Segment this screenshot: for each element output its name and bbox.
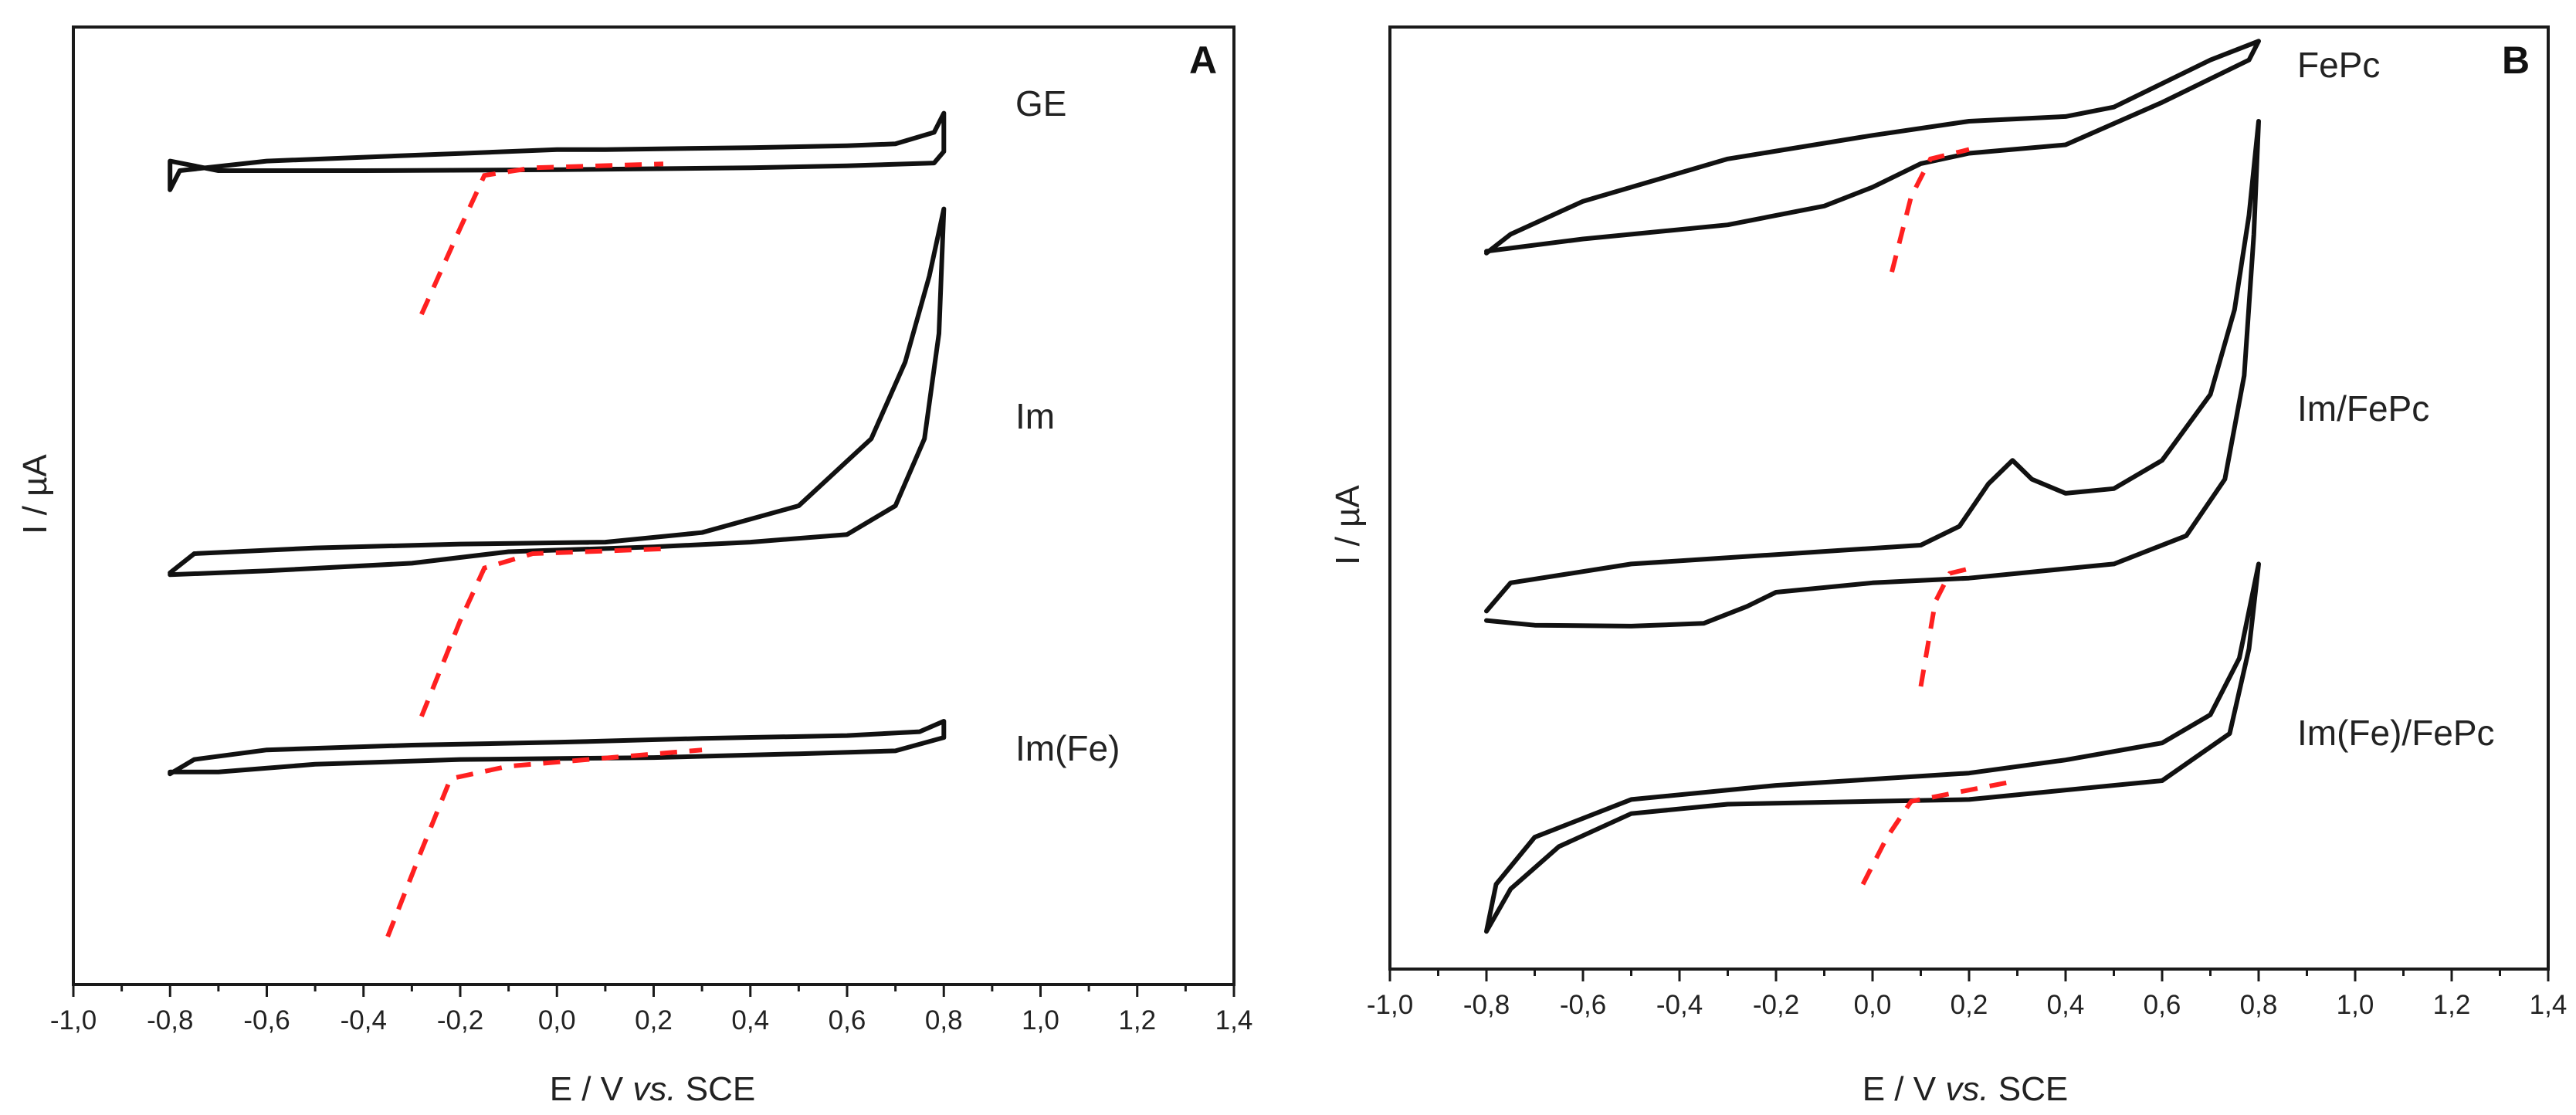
curve-label: Im	[1015, 396, 1055, 436]
x-tick-label: -0,2	[1753, 990, 1799, 1020]
x-tick-label: -0,6	[243, 1005, 290, 1035]
curve-label: Im(Fe)	[1015, 728, 1120, 768]
x-tick-label: 0,4	[2047, 990, 2085, 1020]
panel-b: -1,0 -0,8 -0,6 -0,4 -0,2 0,0 0,2 0,4 0,6 0,8 1,0 1,…	[1329, 25, 2568, 1108]
x-tick-label: 0,6	[829, 1005, 866, 1035]
x-tick-label: -0,4	[341, 1005, 387, 1035]
cv-curve-2	[168, 719, 947, 777]
curve-label: FePc	[2297, 45, 2380, 85]
x-tick-label: -0,2	[437, 1005, 483, 1035]
panel-label: A	[1189, 39, 1217, 82]
x-tick-label: 0,0	[538, 1005, 576, 1035]
panel-a: -1,0 -0,8 -0,6 -0,4 -0,2 0,0 0,2 0,4 0,6 0,8 1,0 1,…	[16, 25, 1253, 1108]
x-tick-label: 0,2	[1951, 990, 1988, 1020]
panel-label: B	[2502, 39, 2530, 82]
cv-curve-1	[168, 206, 947, 578]
x-tick-label: -1,0	[1367, 990, 1413, 1020]
cv-curve-0	[168, 110, 947, 192]
x-tick-label: 0,2	[635, 1005, 673, 1035]
cv-curve-0	[1484, 39, 2261, 256]
x-axis-label: E / V vs. SCE	[1863, 1070, 2069, 1108]
curve-label: GE	[1015, 83, 1066, 124]
y-axis-label: I / µA	[1329, 485, 1367, 565]
x-tick-label: -0,8	[147, 1005, 193, 1035]
x-tick-label: 0,8	[925, 1005, 963, 1035]
curve-label: Im(Fe)/FePc	[2297, 713, 2495, 753]
dashed-guide-2	[385, 747, 703, 938]
x-tick-label: 1,0	[2337, 990, 2374, 1020]
dashed-guide-1	[1918, 566, 1970, 687]
curve-label: Im/FePc	[2297, 388, 2429, 429]
x-tick-label: 0,4	[731, 1005, 769, 1035]
x-axis-label: E / V vs. SCE	[550, 1070, 756, 1108]
x-tick-label: -0,6	[1560, 990, 1606, 1020]
x-tick-label: 1,4	[1215, 1005, 1253, 1035]
dashed-guide-1	[419, 546, 664, 717]
dashed-guide-0	[419, 161, 664, 316]
x-tick-label: -1,0	[50, 1005, 97, 1035]
dashed-guide-0	[1890, 147, 1970, 273]
cv-curve-1	[1484, 119, 2261, 629]
x-tick-label: -0,8	[1463, 990, 1510, 1020]
y-axis-label: I / µA	[16, 454, 54, 534]
x-tick-label: 0,8	[2240, 990, 2278, 1020]
x-tick-label: 1,2	[1118, 1005, 1156, 1035]
dashed-guide-2	[1860, 778, 2018, 886]
x-tick-label: -0,4	[1656, 990, 1703, 1020]
x-tick-label: 0,6	[2144, 990, 2181, 1020]
x-tick-label: 1,0	[1022, 1005, 1059, 1035]
x-tick-label: 0,0	[1854, 990, 1892, 1020]
x-tick-label: 1,4	[2530, 990, 2568, 1020]
x-tick-label: 1,2	[2433, 990, 2471, 1020]
cv-curve-2	[1484, 561, 2261, 934]
